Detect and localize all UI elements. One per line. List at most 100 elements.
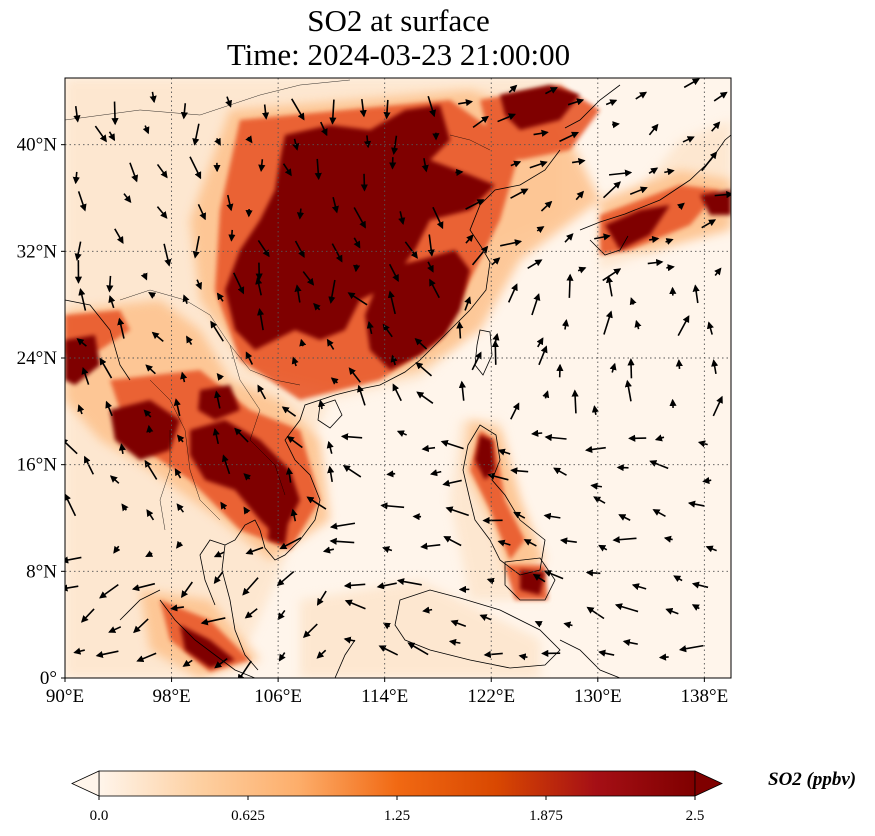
- wind-arrow: [427, 95, 436, 118]
- wind-arrow: [99, 583, 119, 599]
- wind-arrow: [678, 644, 704, 653]
- wind-arrow: [329, 537, 355, 545]
- wind-arrow: [673, 575, 683, 583]
- wind-arrow: [65, 556, 82, 564]
- wind-arrow: [602, 181, 621, 199]
- y-tick-label: 24°N: [17, 348, 58, 369]
- wind-arrow: [117, 317, 125, 339]
- wind-arrow: [510, 402, 520, 420]
- wind-arrow: [76, 338, 87, 347]
- wind-arrow: [77, 404, 85, 415]
- wind-arrow: [445, 506, 469, 517]
- wind-arrow: [234, 427, 249, 443]
- wind-arrow: [396, 430, 407, 437]
- y-tick-label: 32°N: [17, 241, 58, 262]
- wind-arrow: [383, 99, 391, 120]
- wind-arrow: [497, 113, 517, 123]
- wind-arrow: [666, 264, 675, 272]
- wind-arrow: [140, 272, 148, 281]
- wind-arrow: [216, 373, 224, 381]
- wind-arrow: [540, 200, 553, 212]
- wind-arrow: [106, 275, 114, 293]
- wind-arrow: [380, 502, 405, 510]
- wind-arrow: [542, 390, 550, 399]
- wind-arrow: [658, 653, 669, 661]
- wind-arrow: [575, 190, 585, 201]
- wind-arrow: [627, 358, 635, 379]
- wind-arrow: [442, 479, 462, 487]
- wind-arrow: [353, 264, 361, 273]
- wind-arrow: [257, 239, 270, 258]
- wind-arrow: [261, 104, 270, 120]
- wind-arrow: [290, 508, 298, 522]
- wind-arrow: [677, 315, 690, 337]
- wind-arrow: [145, 364, 156, 375]
- y-tick-label: 8°N: [26, 561, 57, 582]
- wind-arrow: [316, 590, 327, 606]
- wind-arrow: [136, 652, 157, 663]
- wind-arrow: [612, 121, 620, 129]
- y-tick-label: 16°N: [17, 455, 58, 476]
- wind-arrow: [420, 542, 441, 550]
- wind-arrow: [156, 163, 168, 179]
- wind-arrow: [221, 454, 231, 475]
- wind-arrow: [705, 545, 717, 553]
- wind-arrow: [421, 158, 429, 173]
- wind-arrow: [675, 359, 683, 370]
- wind-arrow: [243, 473, 252, 481]
- wind-arrow: [649, 235, 660, 243]
- wind-arrow: [713, 91, 728, 102]
- wind-arrow: [398, 211, 406, 225]
- wind-arrow: [329, 99, 337, 125]
- wind-arrow: [182, 659, 193, 667]
- wind-arrow: [220, 501, 228, 510]
- wind-arrow: [258, 159, 266, 173]
- wind-arrow: [281, 406, 297, 417]
- wind-arrow: [465, 199, 485, 210]
- wind-arrow: [343, 636, 356, 644]
- wind-arrow: [427, 234, 435, 257]
- wind-arrow: [328, 279, 336, 304]
- so2-field: [65, 78, 731, 678]
- wind-arrow: [192, 235, 200, 259]
- wind-arrow: [455, 168, 464, 177]
- wind-arrow: [299, 338, 307, 347]
- colorbar: 0.0 0.625 1.25 1.875 2.5: [71, 770, 723, 824]
- wind-arrow: [148, 291, 157, 299]
- wind-arrow: [531, 293, 541, 316]
- wind-arrow: [510, 467, 529, 475]
- wind-arrow: [340, 433, 363, 441]
- wind-arrow: [228, 229, 236, 242]
- wind-arrow: [450, 619, 467, 627]
- wind-arrow: [456, 321, 464, 339]
- y-tick-label: 0°: [40, 668, 57, 689]
- wind-arrow: [279, 537, 302, 550]
- wind-arrow: [513, 511, 526, 519]
- wind-arrow: [180, 103, 188, 120]
- wind-arrow: [390, 354, 398, 366]
- wind-arrow: [712, 395, 723, 417]
- wind-arrow: [327, 465, 335, 482]
- wind-arrow: [586, 606, 605, 620]
- wind-arrow: [318, 399, 326, 410]
- wind-arrow: [458, 99, 474, 107]
- wind-arrow: [598, 649, 615, 657]
- wind-arrow: [314, 158, 322, 181]
- wind-arrow: [73, 647, 85, 655]
- title-line-1: SO2 at surface: [307, 3, 490, 38]
- x-tick-label: 138°E: [681, 686, 729, 707]
- wind-arrow: [697, 440, 708, 448]
- wind-arrow: [682, 136, 695, 143]
- wind-arrow: [237, 660, 252, 678]
- wind-arrow: [543, 512, 561, 520]
- wind-arrow: [647, 258, 664, 267]
- colorbar-tick-label: 0.0: [90, 808, 109, 824]
- gridlines: [65, 78, 731, 678]
- wind-arrow: [133, 618, 149, 634]
- wind-arrow: [313, 302, 321, 311]
- wind-arrow: [553, 467, 567, 476]
- wind-arrow: [78, 288, 87, 311]
- wind-arrow: [497, 539, 511, 547]
- wind-arrow: [663, 535, 673, 543]
- wind-arrow: [492, 332, 500, 345]
